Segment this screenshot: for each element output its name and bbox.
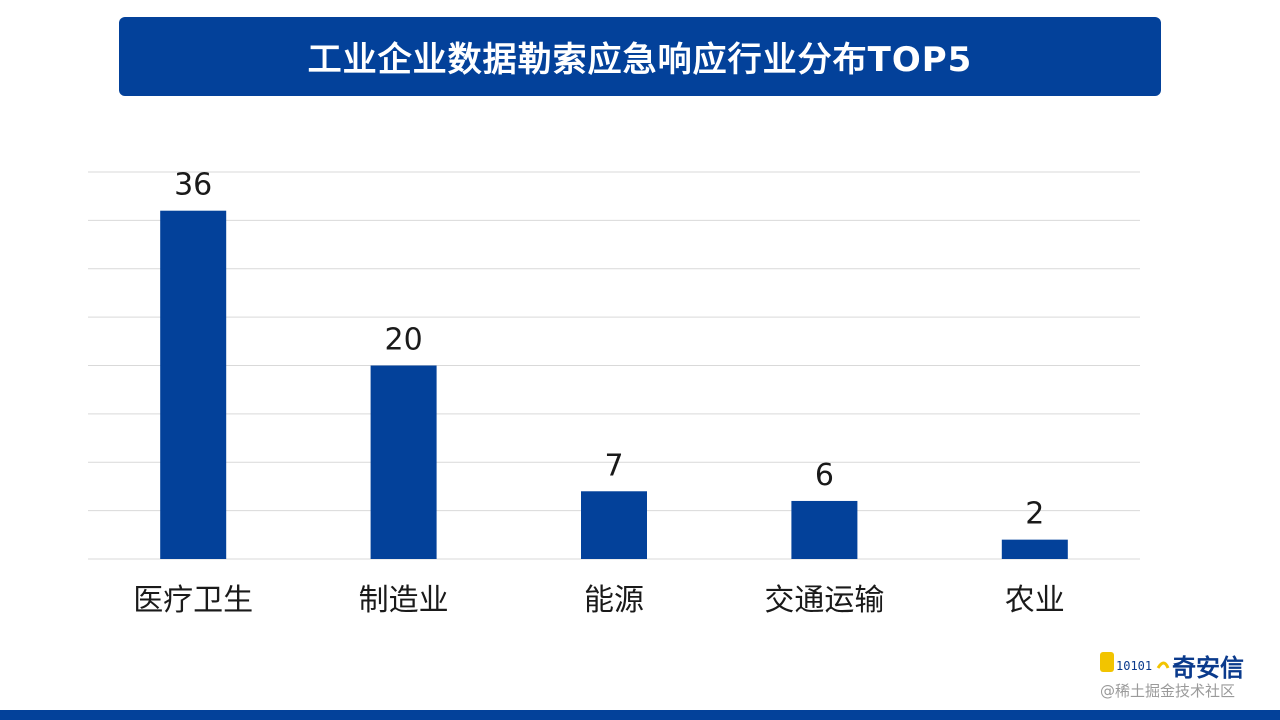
bar	[791, 500, 858, 559]
category-label: 农业	[1005, 583, 1065, 618]
category-label: 医疗卫生	[133, 583, 253, 618]
chart-title: 工业企业数据勒索应急响应行业分布TOP5	[307, 40, 973, 80]
category-label: 制造业	[359, 583, 449, 618]
bar-value-label: 6	[815, 458, 834, 493]
category-labels: 医疗卫生 制造业 能源 交通运输 农业	[133, 583, 1065, 618]
category-label: 能源	[584, 583, 644, 618]
logo-text: 奇安信	[1172, 654, 1244, 682]
svg-text:10101: 10101	[1116, 659, 1152, 673]
bar	[160, 210, 227, 559]
bottom-bar	[0, 710, 1280, 720]
bar-value-label: 7	[604, 448, 623, 483]
qianxin-logo: 10101 奇安信	[1098, 644, 1268, 700]
watermark: @稀土掘金技术社区	[1100, 682, 1236, 700]
grid-lines	[88, 171, 1140, 560]
bars	[160, 210, 1068, 559]
bar	[370, 365, 437, 559]
bar-value-label: 36	[174, 168, 212, 203]
bar	[1001, 539, 1068, 559]
title-banner: 工业企业数据勒索应急响应行业分布TOP5	[119, 17, 1161, 96]
data-labels: 36 20 7 6 2	[174, 168, 1044, 532]
category-label: 交通运输	[764, 583, 884, 618]
bar-value-label: 20	[385, 323, 423, 358]
qianxin-mark-icon: 10101	[1100, 652, 1170, 673]
bar-value-label: 2	[1025, 497, 1044, 532]
bar	[581, 491, 647, 559]
